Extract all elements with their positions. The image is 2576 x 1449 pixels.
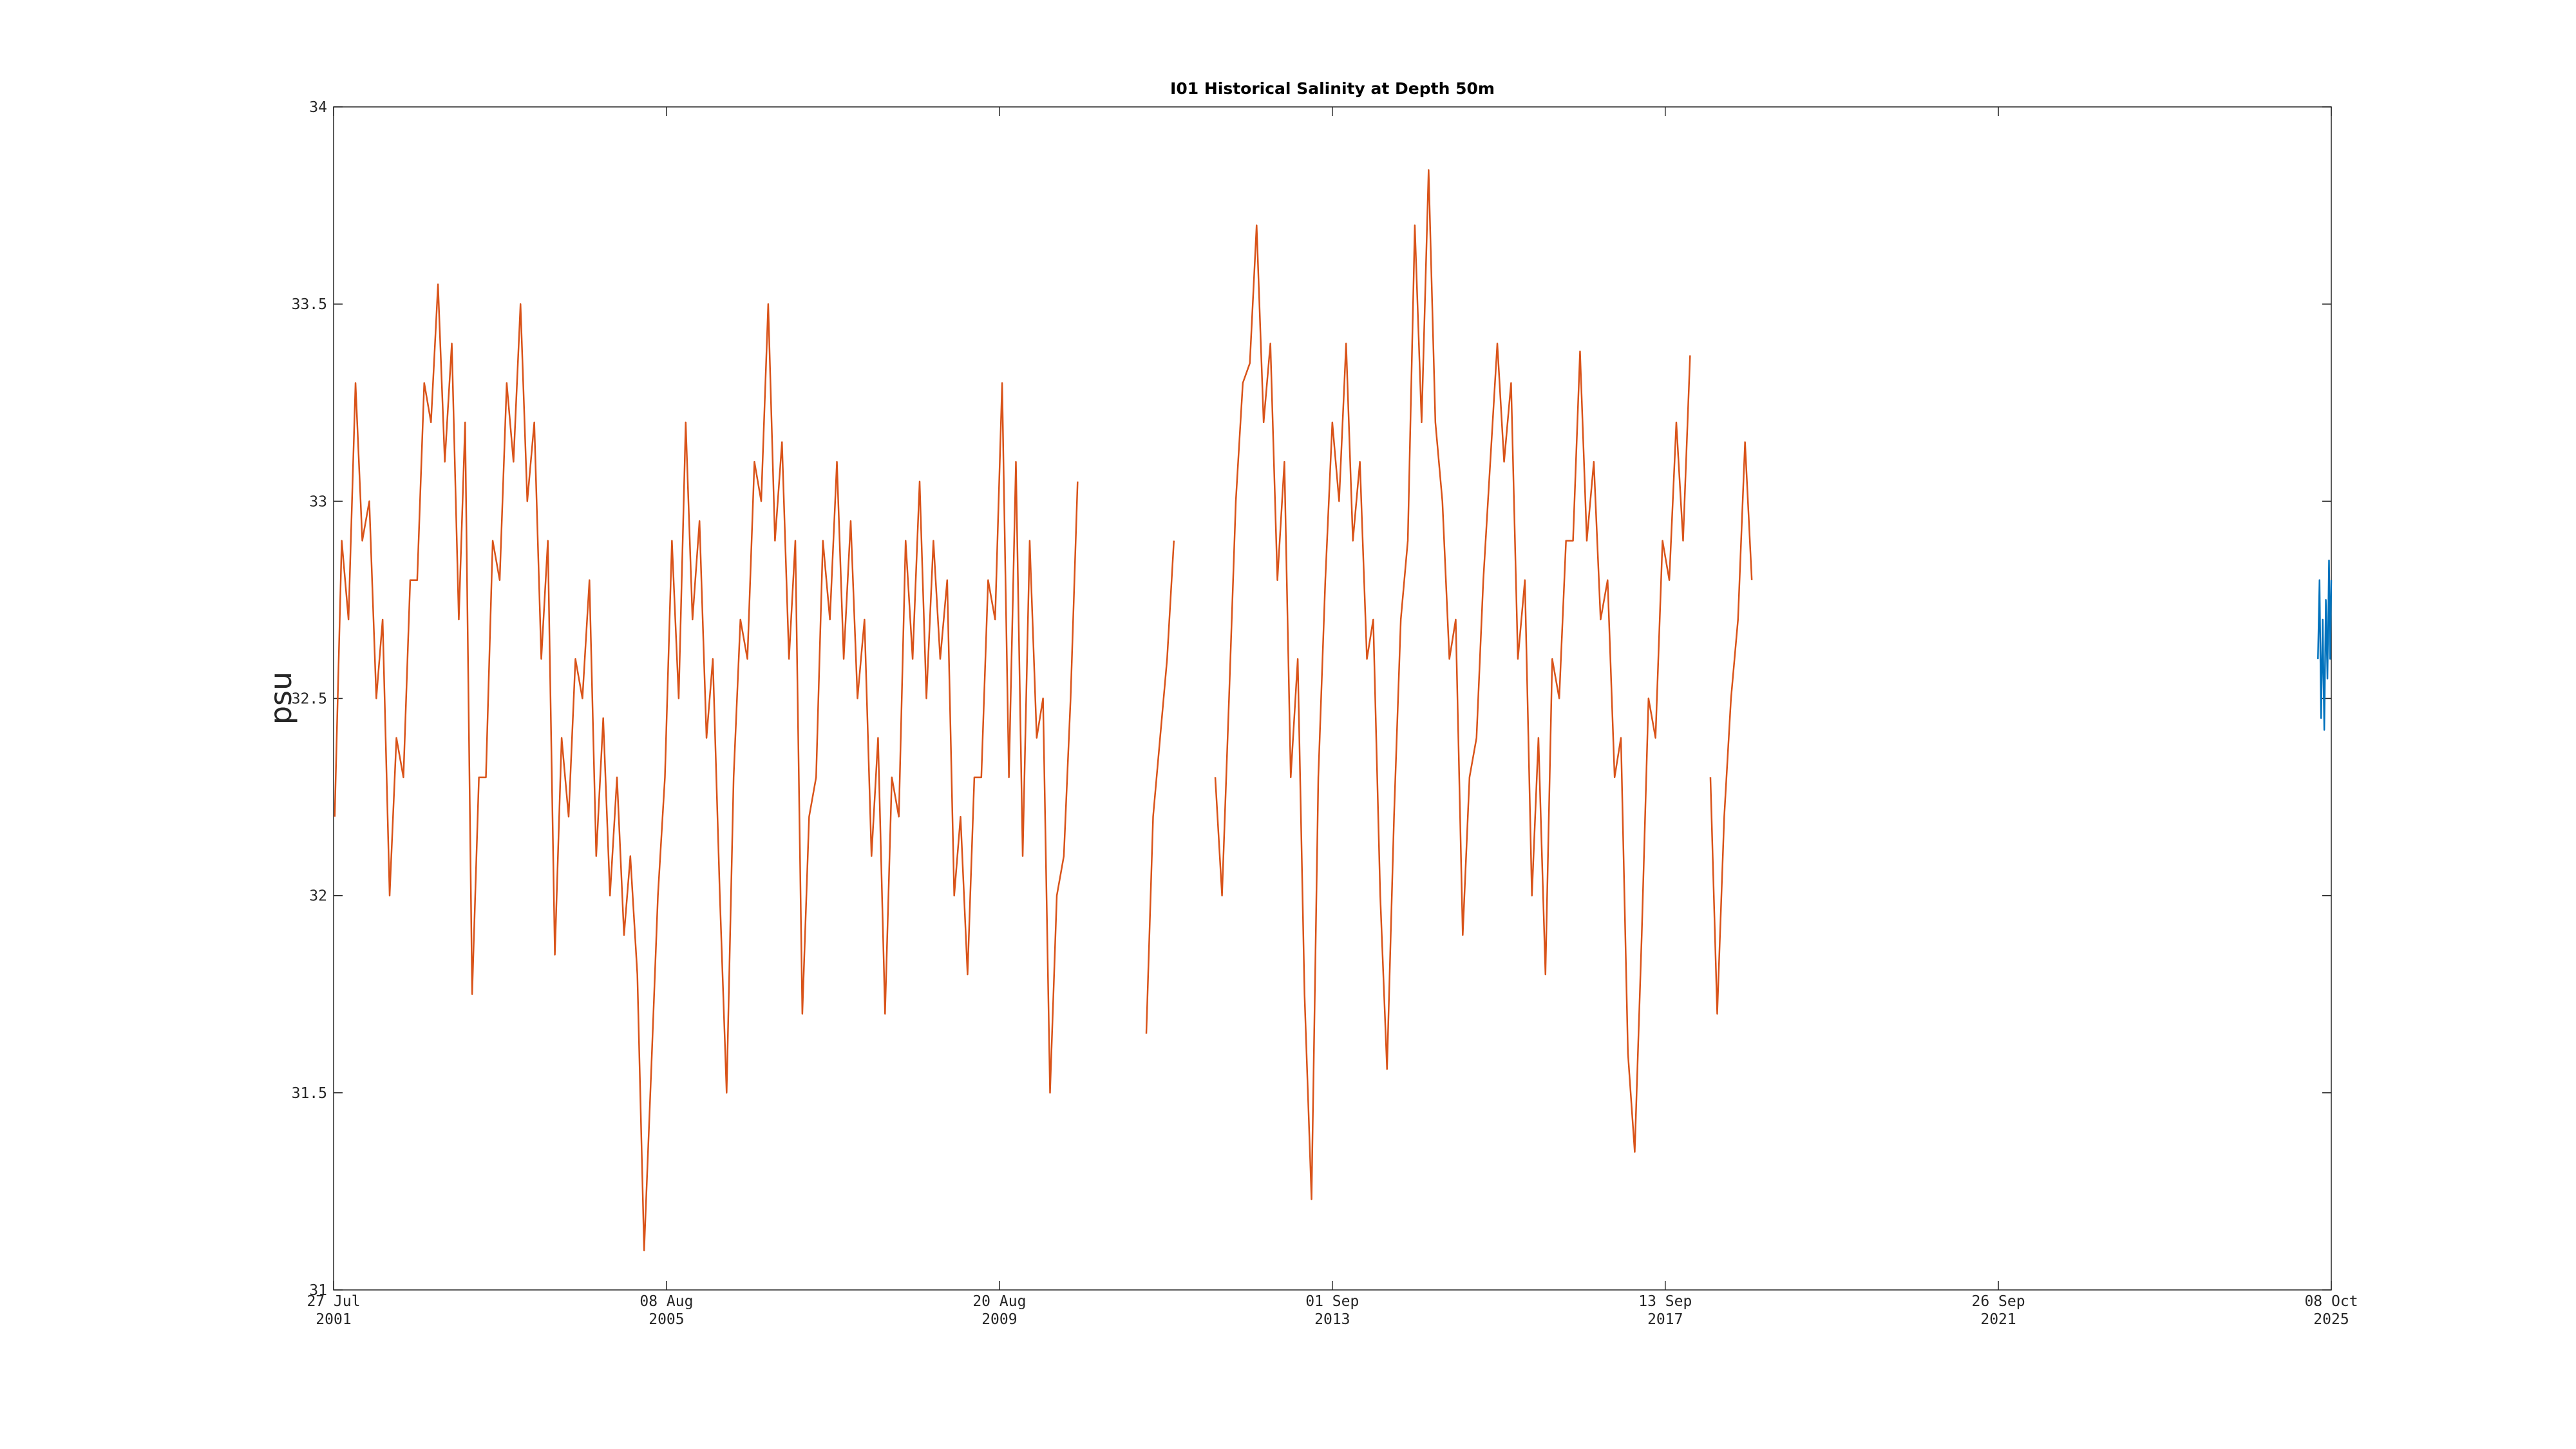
x-tick-label-line: 2001 xyxy=(316,1311,351,1328)
x-tick-label-line: 2025 xyxy=(2313,1311,2349,1328)
x-tick-label-line: 13 Sep xyxy=(1638,1293,1692,1310)
series-line xyxy=(2317,559,2333,731)
chart-title: I01 Historical Salinity at Depth 50m xyxy=(1170,79,1495,98)
x-tick-label: 01 Sep 2013 xyxy=(1305,1293,1359,1328)
x-tick-label-line: 26 Sep xyxy=(1972,1293,2025,1310)
x-tick-label: 13 Sep 2017 xyxy=(1638,1293,1692,1328)
y-tick-label: 33.5 xyxy=(292,296,327,313)
x-tick-label: 20 Aug 2009 xyxy=(972,1293,1026,1328)
y-tick-label: 32 xyxy=(309,888,327,905)
x-tick-label: 08 Oct 2025 xyxy=(2304,1293,2358,1328)
x-tick-label-line: 20 Aug xyxy=(972,1293,1026,1310)
x-tick-label-line: 2017 xyxy=(1647,1311,1683,1328)
y-tick-label: 33 xyxy=(309,493,327,510)
y-tick-label: 31 xyxy=(309,1282,327,1299)
x-tick-label: 08 Aug 2005 xyxy=(639,1293,693,1328)
x-tick-label: 27 Jul 2001 xyxy=(307,1293,360,1328)
series-line xyxy=(334,169,1753,1252)
x-tick-label-line: 2009 xyxy=(981,1311,1017,1328)
x-tick-label: 26 Sep 2021 xyxy=(1972,1293,2025,1328)
y-tick-label: 32.5 xyxy=(292,691,327,708)
y-axis-label: psu xyxy=(263,672,298,724)
y-tick-label: 34 xyxy=(309,99,327,116)
x-tick-label-line: 27 Jul xyxy=(307,1293,360,1310)
x-tick-label-line: 08 Oct xyxy=(2304,1293,2358,1310)
x-tick-label-line: 2013 xyxy=(1314,1311,1350,1328)
x-tick-label-line: 2005 xyxy=(649,1311,684,1328)
x-tick-label-line: 08 Aug xyxy=(639,1293,693,1310)
y-tick-label: 31.5 xyxy=(292,1085,327,1102)
x-tick-label-line: 2021 xyxy=(1980,1311,2016,1328)
x-tick-label-line: 01 Sep xyxy=(1305,1293,1359,1310)
